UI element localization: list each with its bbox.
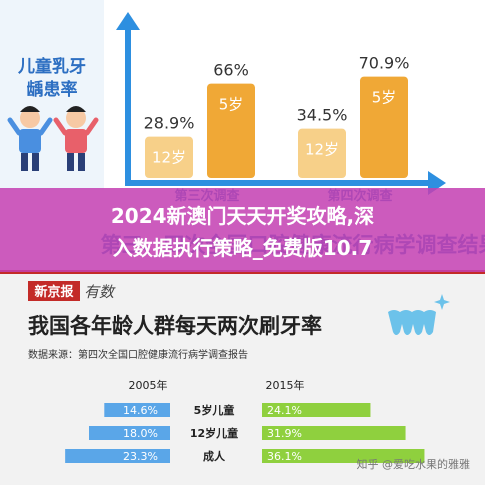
chart2-title: 我国各年龄人群每天两次刷牙率 xyxy=(28,314,322,338)
teeth-icon xyxy=(388,310,436,335)
chart2-bar-2005 xyxy=(65,449,170,463)
chart2-data-label-2015: 24.1% xyxy=(267,404,302,417)
chart2-legend-2005: 2005年 xyxy=(129,378,168,392)
child-figure-boy-leg-right xyxy=(32,153,39,171)
chart2-bar-2005 xyxy=(89,426,170,440)
chart2-data-label-2005: 14.6% xyxy=(123,404,158,417)
masthead-text: 新京报 xyxy=(34,284,74,300)
chart2-bar-2015 xyxy=(262,449,425,463)
chart1-bar-12y-2 xyxy=(298,128,346,178)
chart1-title-line-1: 儿童乳牙 xyxy=(17,56,86,77)
masthead-box xyxy=(28,281,80,301)
child-figure-boy-arm-right xyxy=(38,117,53,136)
child-figure-girl-arm-left xyxy=(53,117,68,136)
child-figure-boy-hair xyxy=(20,106,40,112)
top-red-line xyxy=(0,270,485,274)
chart2-bar-2015 xyxy=(262,403,371,417)
chart1-bar-inner-label: 5岁 xyxy=(219,96,244,114)
chart2-bar-2015 xyxy=(262,426,406,440)
chart2-data-label-2015: 31.9% xyxy=(267,427,302,440)
chart1-data-label: 28.9% xyxy=(144,114,195,133)
chart1-data-label: 70.9% xyxy=(359,54,410,73)
chart2-data-label-2015: 36.1% xyxy=(267,450,302,463)
chart1-bar-inner-label: 5岁 xyxy=(372,89,397,107)
child-figure-girl-leg-left xyxy=(67,153,74,171)
watermark-text: 知乎 @爱吃水果的雅雅 xyxy=(357,457,471,471)
chart1-bar-12y-1 xyxy=(145,136,193,178)
overlay-title-line-1: 2024新澳门天天开奖攻略,深 xyxy=(110,204,375,228)
overlay-title-bar xyxy=(0,188,485,272)
chart2-source: 数据来源：第四次全国口腔健康流行病学调查报告 xyxy=(28,348,248,361)
chart2-bar-2005 xyxy=(104,403,170,417)
chart1-data-label: 34.5% xyxy=(297,106,348,125)
child-figure-boy-head xyxy=(20,108,40,128)
child-figure-boy-arm-left xyxy=(7,117,22,136)
chart1-bar-5y-2 xyxy=(360,76,408,178)
chart2-category-label: 12岁儿童 xyxy=(190,426,238,440)
child-figure-boy-body xyxy=(19,129,41,153)
chart1-bar-inner-label: 12岁 xyxy=(305,141,339,159)
chart1-bar-inner-label: 12岁 xyxy=(152,149,186,167)
child-figure-boy-leg-left xyxy=(21,153,28,171)
sparkle-icon xyxy=(434,294,450,310)
figure-panel-bg xyxy=(0,0,104,190)
child-figure-girl-hair xyxy=(66,106,86,112)
chart2-category-label: 5岁儿童 xyxy=(194,403,235,417)
overlay-title-line-2: 入数据执行策略_免费版10.7 xyxy=(112,236,373,260)
child-figure-girl-arm-right xyxy=(84,117,99,136)
chart1-title-line-2: 龋患率 xyxy=(27,79,78,100)
child-figure-girl-leg-right xyxy=(78,153,85,171)
child-figure-girl-body xyxy=(65,129,87,153)
chart1-bar-5y-1 xyxy=(207,83,255,178)
chart2-category-label: 成人 xyxy=(203,449,226,463)
masthead-subtitle: 有数 xyxy=(84,283,116,301)
chart2-data-label-2005: 23.3% xyxy=(123,450,158,463)
chart1-data-label: 66% xyxy=(213,61,249,80)
chart1-y-axis-arrow xyxy=(116,12,140,30)
chart2-legend-2015: 2015年 xyxy=(266,378,305,392)
chart2-data-label-2005: 18.0% xyxy=(123,427,158,440)
child-figure-girl-head xyxy=(66,108,86,128)
